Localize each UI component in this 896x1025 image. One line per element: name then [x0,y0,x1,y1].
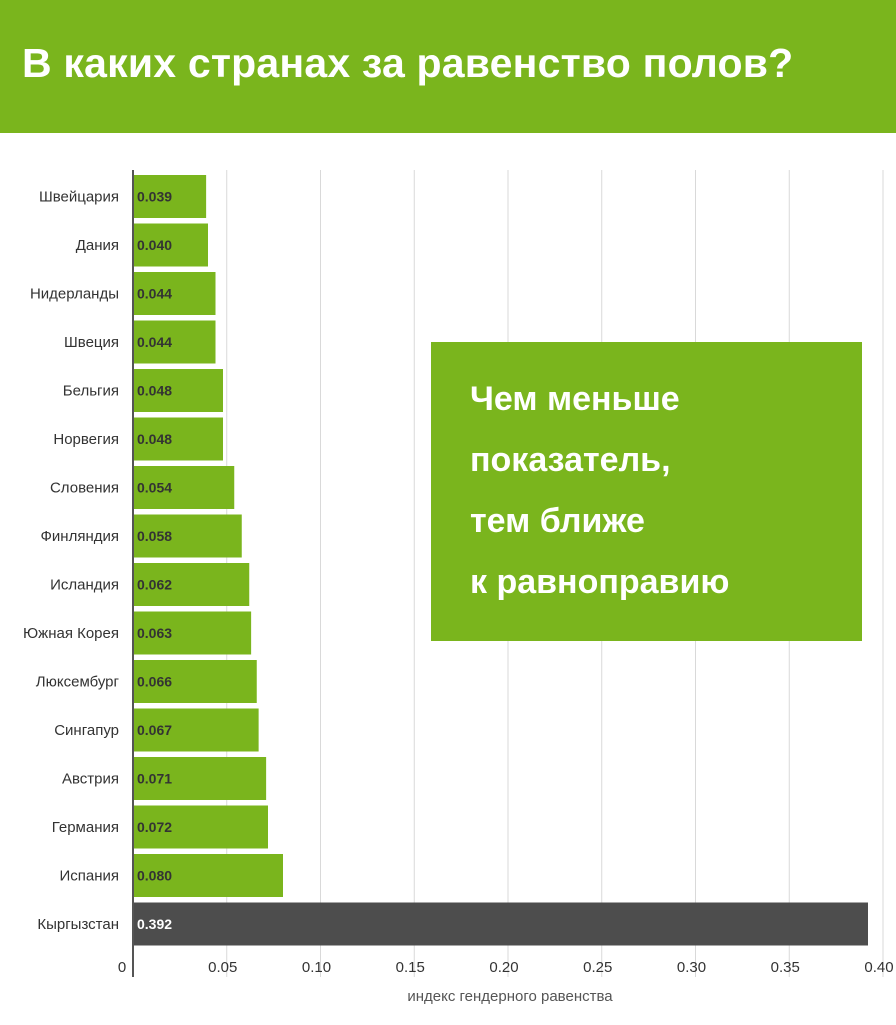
bar [133,320,216,364]
bar [133,272,216,315]
bar [133,175,207,218]
axes: Швейцария Дания Нидерланды Швеция Бельгия Нор… [23,170,894,1005]
category-label: Кыргызстан [37,916,119,933]
chart-title: В каких странах за равенство полов? [22,40,794,86]
callout-box: Чем меньше показатель, тем ближе к равно… [431,342,862,641]
category-label: Исландия [50,577,119,594]
bar [133,466,235,509]
bar-value-label: 0.067 [137,722,172,738]
bar [133,611,252,655]
bar [133,514,242,558]
x-tick-label: 0.15 [396,959,425,976]
category-label: Швеция [64,334,119,351]
callout-line-3: тем ближе [470,502,645,540]
x-tick-label: 0 [118,959,126,976]
bar-value-label: 0.048 [137,383,172,399]
bar [133,708,259,752]
x-tick-label: 0.35 [771,959,800,976]
bar-value-label: 0.044 [137,286,172,302]
bar-value-label: 0.044 [137,334,172,350]
x-tick-label: 0.40 [864,959,893,976]
x-tick-label: 0.10 [302,959,331,976]
bar-value-label: 0.054 [137,480,172,496]
bars: 0.039 0.040 0.044 0.044 0.048 0.048 0.054 0.058… [133,175,868,946]
callout-line-1: Чем меньше [470,380,680,418]
x-tick-label: 0.30 [677,959,706,976]
bar-value-label: 0.072 [137,819,172,835]
bar [133,660,257,703]
bar-value-label: 0.071 [137,771,172,787]
category-label: Норвегия [53,431,119,448]
category-label: Швейцария [39,189,119,206]
category-label: Испания [59,868,119,885]
bar [133,417,223,461]
x-axis-title: индекс гендерного равенства [407,988,613,1005]
callout-line-4: к равноправию [470,563,730,601]
category-label: Нидерланды [30,286,119,303]
bar-value-label: 0.066 [137,674,172,690]
bar [133,563,250,606]
title-banner: В каких странах за равенство полов? [0,0,896,133]
category-label: Южная Корея [23,625,119,642]
bar [133,854,283,897]
bar [133,805,268,849]
bar [133,369,223,412]
bar [133,757,267,800]
bar-value-label: 0.048 [137,431,172,447]
category-label: Словения [50,480,119,497]
bar-value-label: 0.063 [137,625,172,641]
callout-line-2: показатель, [470,441,671,479]
bar-value-label: 0.058 [137,528,172,544]
category-label: Сингапур [54,722,119,739]
category-label: Дания [76,237,119,254]
bar-value-label: 0.080 [137,868,172,884]
bar-value-label: 0.062 [137,577,172,593]
category-label: Финляндия [41,528,119,545]
bar [133,223,208,267]
bar [133,902,868,946]
bar-value-label: 0.040 [137,237,172,253]
x-tick-label: 0.20 [489,959,518,976]
category-label: Германия [52,819,119,836]
category-label: Австрия [62,771,119,788]
bar-value-label: 0.039 [137,189,172,205]
category-label: Бельгия [63,383,119,400]
x-tick-label: 0.25 [583,959,612,976]
x-tick-label: 0.05 [208,959,237,976]
category-label: Люксембург [36,674,120,691]
bar-value-label: 0.392 [137,916,172,932]
